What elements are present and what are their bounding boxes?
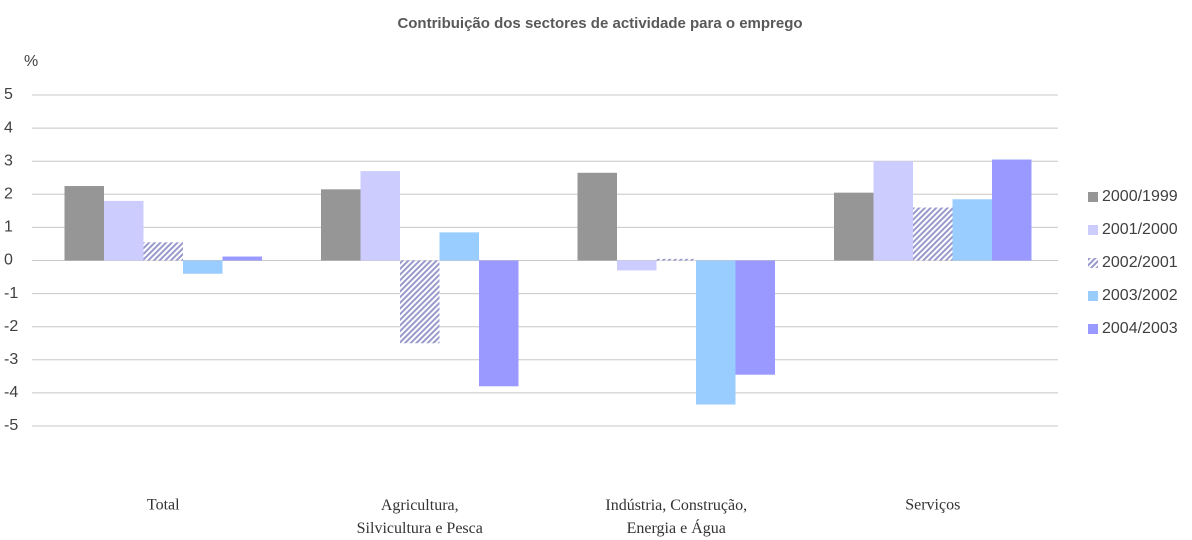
chart-title: Contribuição dos sectores de actividade … bbox=[397, 15, 802, 32]
y-tick-label: 1 bbox=[4, 219, 13, 236]
bar bbox=[952, 199, 992, 261]
y-tick-label: 4 bbox=[4, 119, 13, 136]
bar bbox=[143, 242, 183, 261]
bar bbox=[735, 260, 775, 375]
bar bbox=[439, 232, 479, 261]
bar bbox=[222, 256, 262, 261]
y-axis-label: % bbox=[24, 53, 38, 70]
y-tick-label: 3 bbox=[4, 152, 13, 169]
legend-swatch bbox=[1088, 258, 1098, 268]
y-tick-label: 0 bbox=[4, 252, 13, 269]
bar bbox=[64, 186, 104, 261]
x-tick-label: Indústria, Construção, Energia e Água bbox=[605, 497, 747, 537]
bar bbox=[913, 207, 953, 261]
bar bbox=[577, 172, 617, 261]
legend-swatch bbox=[1088, 324, 1098, 334]
bar bbox=[104, 200, 144, 261]
bar bbox=[696, 260, 736, 405]
x-tick-label: Total bbox=[147, 497, 180, 514]
legend-label: 2002/2001 bbox=[1102, 254, 1178, 271]
bar bbox=[183, 260, 223, 274]
bar bbox=[321, 189, 361, 261]
bar bbox=[656, 258, 696, 261]
y-tick-label: 2 bbox=[4, 186, 13, 203]
y-tick-label: 5 bbox=[4, 86, 13, 103]
legend-label: 2004/2003 bbox=[1102, 320, 1178, 337]
y-tick-label: -5 bbox=[4, 417, 18, 434]
legend-swatch bbox=[1088, 225, 1098, 235]
bar bbox=[360, 171, 400, 261]
bar bbox=[400, 260, 440, 344]
bar bbox=[834, 192, 874, 261]
bar bbox=[617, 260, 657, 271]
bar bbox=[992, 159, 1032, 261]
y-tick-label: -4 bbox=[4, 384, 18, 401]
bar bbox=[873, 161, 913, 261]
legend-swatch bbox=[1088, 291, 1098, 301]
x-tick-label: Serviços bbox=[905, 497, 960, 514]
y-tick-label: -3 bbox=[4, 351, 18, 368]
legend-label: 2000/1999 bbox=[1102, 188, 1178, 205]
x-tick-label: Agricultura, Silvicultura e Pesca bbox=[357, 497, 483, 537]
legend-label: 2003/2002 bbox=[1102, 287, 1178, 304]
legend-swatch bbox=[1088, 192, 1098, 202]
y-tick-label: -1 bbox=[4, 285, 18, 302]
legend-label: 2001/2000 bbox=[1102, 221, 1178, 238]
bar bbox=[479, 260, 519, 387]
y-tick-label: -2 bbox=[4, 318, 18, 335]
